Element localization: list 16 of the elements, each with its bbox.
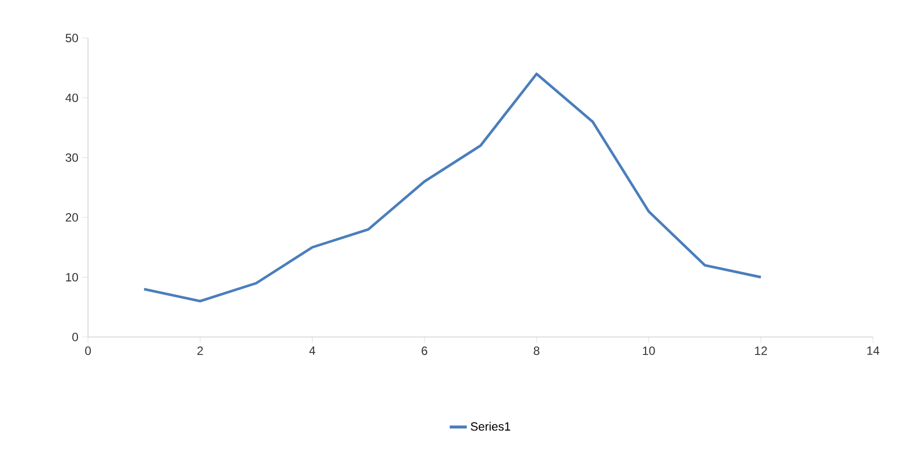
y-tick-label: 20 [66,213,78,222]
x-tick-label: 4 [309,346,316,355]
legend-label: Series1 [470,422,510,431]
x-tick-label: 10 [642,346,655,355]
y-tick-label: 10 [66,272,78,282]
x-tick-label: 14 [867,346,880,355]
x-tick-label: 6 [422,346,428,355]
y-tick-label: 30 [66,153,78,162]
y-tick-label: 40 [65,94,78,102]
x-tick-label: 12 [755,346,767,355]
y-tick-label: 50 [66,34,78,42]
line-series [142,72,762,302]
x-tick-label: 8 [534,346,540,355]
x-tick-label: 2 [197,346,203,355]
y-tick-label: 0 [72,332,78,342]
x-tick-label: 0 [85,346,91,355]
